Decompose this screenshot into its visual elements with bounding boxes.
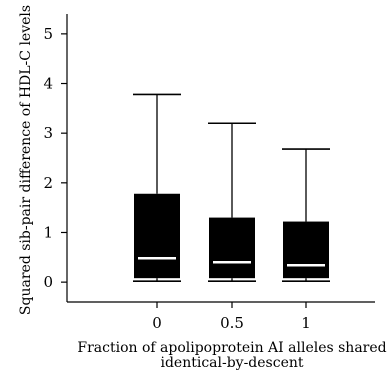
y-tick-label: 4 <box>43 75 53 93</box>
box-group-0 <box>133 93 181 282</box>
y-axis-title: Squared sib-pair difference of HDL-C lev… <box>18 5 34 315</box>
box-body <box>209 217 255 279</box>
box-group-1 <box>282 148 330 282</box>
y-tick-label: 5 <box>43 25 53 43</box>
box-body <box>283 221 329 279</box>
x-tick-label: 0 <box>152 314 162 332</box>
box-body <box>134 193 180 279</box>
plot-area <box>133 93 330 282</box>
y-tick-label: 0 <box>43 273 53 291</box>
axis-labels: Squared sib-pair difference of HDL-C lev… <box>18 5 387 371</box>
x-tick-label: 0.5 <box>220 314 244 332</box>
x-tick-label: 1 <box>301 314 311 332</box>
x-axis-title-line-2: identical-by-descent <box>160 355 303 371</box>
y-tick-label: 3 <box>43 124 53 142</box>
y-tick-label: 1 <box>43 223 53 241</box>
box-group-0.5 <box>208 122 256 282</box>
y-tick-label: 2 <box>43 174 53 192</box>
axes: 0 1 2 3 4 5 0 0.5 1 <box>43 14 375 332</box>
x-axis-title-line-1: Fraction of apolipoprotein AI alleles sh… <box>77 340 386 356</box>
